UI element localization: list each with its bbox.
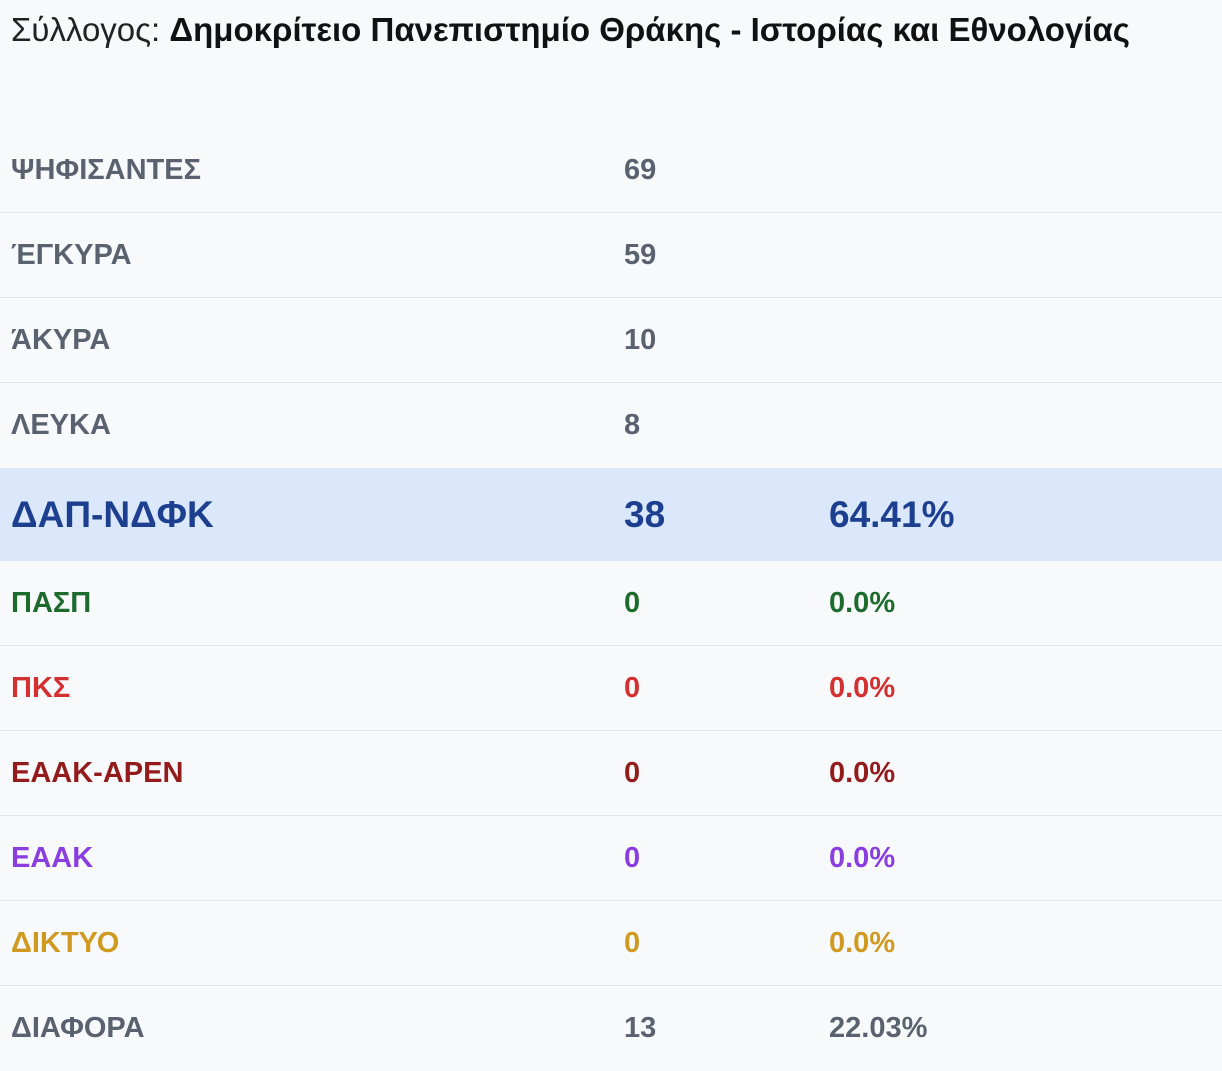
party-percentage: 22.03% — [829, 1012, 928, 1044]
party-votes: 0 — [624, 841, 641, 874]
party-label: ΕΑΑΚ — [11, 841, 94, 874]
party-label: ΠΑΣΠ — [11, 586, 92, 619]
party-row: ΔΙΑΦΟΡΑ 13 22.03% — [0, 986, 1222, 1071]
party-row: ΕΑΑΚ-ΑΡΕΝ 0 0.0% — [0, 731, 1222, 816]
party-percentage: 0.0% — [829, 586, 896, 619]
stat-value: 59 — [624, 238, 657, 271]
party-row: ΕΑΑΚ 0 0.0% — [0, 816, 1222, 901]
party-label: ΔΙΑΦΟΡΑ — [11, 1012, 145, 1044]
party-percentage: 0.0% — [829, 841, 896, 874]
party-votes: 0 — [624, 926, 641, 959]
party-votes: 38 — [624, 493, 666, 535]
party-label: ΔΑΠ-ΝΔΦΚ — [11, 493, 214, 535]
union-header: Σύλλογος: Δημοκρίτειο Πανεπιστημίο Θράκη… — [11, 4, 1131, 55]
party-percentage: 64.41% — [829, 493, 955, 535]
results-table: ΨΗΦΙΣΑΝΤΕΣ 69 ΈΓΚΥΡΑ 59 ΆΚΥΡΑ 10 ΛΕΥΚΑ 8… — [0, 128, 1222, 1071]
stat-value: 69 — [624, 153, 657, 186]
party-votes: 0 — [624, 586, 641, 619]
union-name: Δημοκρίτειο Πανεπιστημίο Θράκης - Ιστορί… — [169, 11, 1130, 48]
party-row: ΔΙΚΤΥΟ 0 0.0% — [0, 901, 1222, 986]
party-row-winner: ΔΑΠ-ΝΔΦΚ 38 64.41% — [0, 468, 1222, 561]
party-label: ΕΑΑΚ-ΑΡΕΝ — [11, 756, 184, 789]
party-row: ΠΑΣΠ 0 0.0% — [0, 561, 1222, 646]
stat-value: 10 — [624, 323, 657, 356]
union-prefix-label: Σύλλογος: — [11, 11, 161, 48]
stat-row-valid: ΈΓΚΥΡΑ 59 — [0, 213, 1222, 298]
party-label: ΔΙΚΤΥΟ — [11, 926, 120, 959]
party-votes: 0 — [624, 671, 641, 704]
stat-label: ΈΓΚΥΡΑ — [11, 238, 132, 271]
stat-value: 8 — [624, 409, 641, 441]
party-percentage: 0.0% — [829, 671, 896, 704]
stat-label: ΛΕΥΚΑ — [11, 409, 111, 441]
stat-label: ΨΗΦΙΣΑΝΤΕΣ — [11, 153, 202, 186]
party-row: ΠΚΣ 0 0.0% — [0, 646, 1222, 731]
stat-row-blank: ΛΕΥΚΑ 8 — [0, 383, 1222, 468]
stat-row-voters: ΨΗΦΙΣΑΝΤΕΣ 69 — [0, 128, 1222, 213]
party-percentage: 0.0% — [829, 926, 896, 959]
party-percentage: 0.0% — [829, 756, 896, 789]
stat-label: ΆΚΥΡΑ — [11, 323, 111, 356]
party-votes: 13 — [624, 1012, 657, 1044]
party-votes: 0 — [624, 756, 641, 789]
stat-row-invalid: ΆΚΥΡΑ 10 — [0, 298, 1222, 383]
party-label: ΠΚΣ — [11, 671, 71, 704]
